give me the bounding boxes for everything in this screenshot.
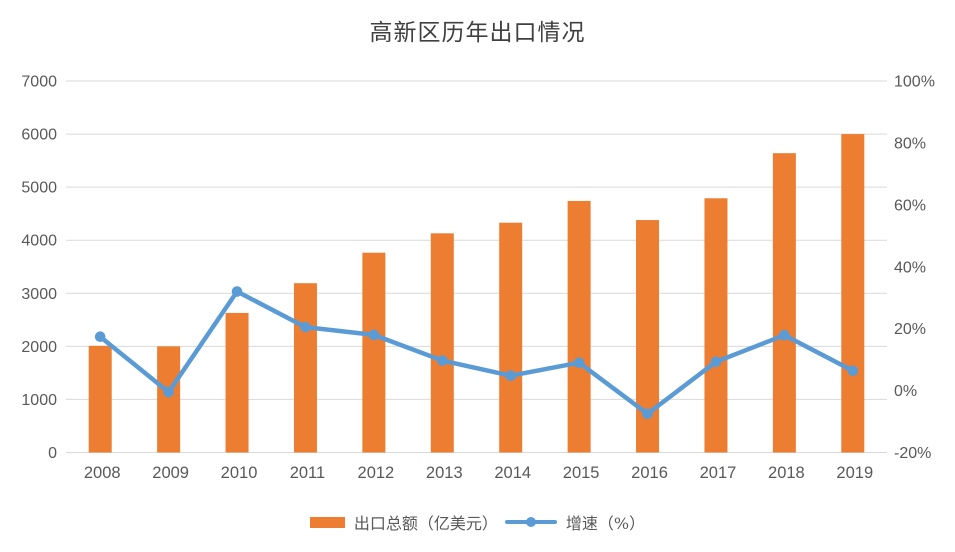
line-marker — [779, 329, 790, 341]
y-axis-label-left: 5000 — [21, 180, 57, 197]
y-axis-label-right: 100% — [894, 74, 935, 91]
line-marker — [368, 329, 380, 341]
x-axis-label: 2019 — [836, 464, 873, 482]
x-axis-label: 2008 — [84, 464, 121, 482]
y-axis-label-left: 1000 — [21, 392, 57, 409]
bar — [567, 200, 591, 453]
legend: 出口总额（亿美元） 增速（%） — [0, 510, 955, 534]
y-axis-label-left: 0 — [48, 445, 57, 462]
bar — [157, 346, 181, 453]
x-axis-label: 2017 — [700, 464, 737, 482]
line-marker — [505, 370, 517, 382]
line-swatch-marker-icon — [525, 517, 536, 527]
line-marker — [710, 356, 722, 368]
growth-line — [97, 289, 856, 417]
bar — [293, 283, 317, 453]
y-axis-label-left: 6000 — [21, 127, 57, 144]
bar — [499, 222, 523, 453]
x-axis-label: 2018 — [768, 464, 805, 482]
bar — [225, 312, 249, 453]
legend-label-line-series: 增速（%） — [565, 514, 646, 533]
y-axis-label-left: 3000 — [21, 286, 57, 303]
y-axis-label-left: 4000 — [21, 233, 57, 250]
x-axis-label: 2015 — [563, 464, 600, 482]
y-axis-label-right: 60% — [894, 197, 926, 214]
line-marker — [163, 386, 174, 398]
chart-title: 高新区历年出口情况 — [369, 20, 586, 46]
y-axis-label-left: 2000 — [21, 339, 57, 356]
x-axis-label: 2014 — [494, 464, 531, 482]
x-axis-label: 2009 — [152, 464, 189, 482]
bar — [704, 198, 728, 453]
y-axis-label-left: 7000 — [21, 74, 57, 91]
line-marker — [573, 357, 585, 369]
bar — [430, 233, 454, 453]
line-marker — [300, 321, 311, 333]
y-axis-label-right: 0% — [894, 383, 917, 400]
bar — [88, 345, 112, 453]
y-axis-label-right: 20% — [894, 321, 926, 338]
line-marker — [436, 355, 448, 366]
legend-label-bar-series: 出口总额（亿美元） — [353, 514, 498, 533]
bar — [362, 252, 386, 453]
x-axis-label: 2013 — [426, 464, 463, 482]
y-axis-label-right: 80% — [894, 135, 926, 152]
bar — [636, 220, 660, 453]
line-series-swatch-icon — [504, 517, 557, 528]
bar — [841, 134, 865, 453]
x-axis-label: 2010 — [221, 464, 258, 482]
bar-series-swatch-icon — [309, 516, 345, 528]
y-axis-label-right: -20% — [894, 445, 931, 462]
line-marker — [642, 408, 653, 420]
legend-item-bar-series: 出口总额（亿美元） — [309, 510, 498, 534]
x-axis-label: 2011 — [290, 464, 325, 482]
line-marker — [847, 365, 859, 377]
bar — [772, 153, 796, 453]
legend-item-line-series: 增速（%） — [504, 510, 646, 534]
line-marker — [94, 331, 106, 343]
line-marker — [231, 286, 243, 297]
x-axis-label: 2012 — [358, 464, 395, 482]
y-axis-label-right: 40% — [894, 259, 926, 276]
x-axis-label: 2016 — [631, 464, 668, 482]
